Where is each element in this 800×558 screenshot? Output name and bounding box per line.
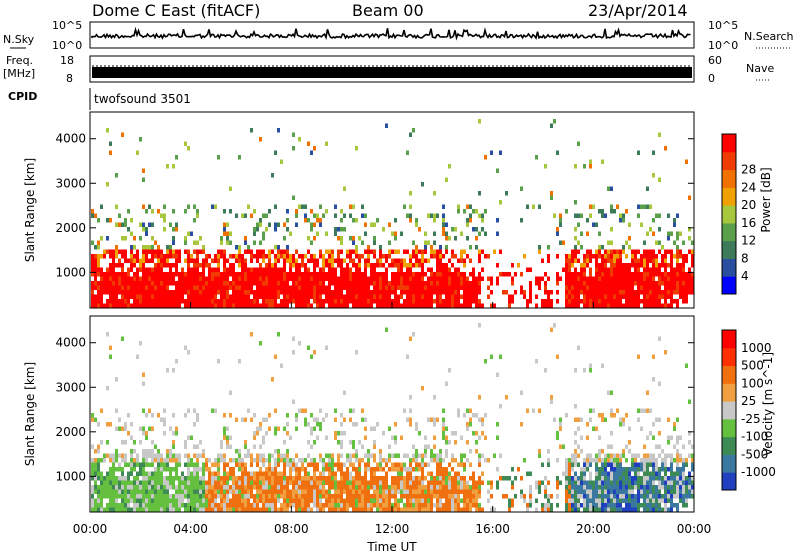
nave-tick-bottom: 0 [708, 72, 715, 85]
velocity-colorbar-tick-4: -25 [741, 412, 761, 426]
power-colorbar-swatch-4 [722, 205, 736, 224]
velocity-ytick-3: 4000 [55, 336, 86, 350]
velocity-colorbar-swatch-5 [722, 383, 736, 402]
power-colorbar: 4 8 12 16 20 24 28 [721, 133, 756, 295]
power-colorbar-tick-5: 24 [741, 180, 756, 194]
power-colorbar-swatch-0 [722, 276, 736, 295]
power-colorbar-tick-1: 8 [741, 251, 749, 265]
nsky-tick-bottom: 10^0 [52, 39, 82, 52]
velocity-colorbar-tick-2: 100 [741, 376, 764, 390]
velocity-colorbar-swatch-3 [722, 418, 736, 438]
velocity-ytick-2: 3000 [55, 380, 86, 394]
x-tick-6: 00:00 [677, 522, 712, 536]
x-tick-1: 04:00 [173, 522, 208, 536]
x-tick-3: 12:00 [375, 522, 410, 536]
power-colorbar-swatch-8 [722, 134, 736, 153]
velocity-colorbar-swatch-4 [722, 401, 736, 420]
power-colorbar-tick-6: 28 [741, 163, 756, 177]
velocity-colorbar-tick-3: 25 [741, 394, 756, 408]
beam-label: Beam 00 [352, 1, 424, 20]
velocity-colorbar-tick-5: -100 [741, 430, 768, 444]
freq-unit: [MHz] [3, 67, 35, 80]
nsearch-label: N.Search [744, 30, 794, 43]
velocity-colorbar-tick-0: 1000 [741, 341, 772, 355]
velocity-colorbar-swatch-6 [722, 365, 736, 384]
velocity-colorbar-swatch-0 [722, 472, 736, 491]
chart-title: Dome C East (fitACF) [92, 1, 260, 20]
cpid-label: CPID [8, 90, 37, 103]
freq-label: Freq. [6, 54, 33, 67]
velocity-ytick-1: 2000 [55, 425, 86, 439]
velocity-colorbar-swatch-1 [722, 454, 736, 473]
power-ytick-1: 2000 [55, 221, 86, 235]
power-ytick-2: 3000 [55, 176, 86, 190]
x-tick-4: 16:00 [475, 522, 510, 536]
velocity-colorbar-tick-7: -1000 [741, 465, 776, 479]
x-tick-2: 08:00 [274, 522, 309, 536]
velocity-colorbar-swatch-7 [722, 347, 736, 367]
nsky-trace [91, 26, 691, 41]
freq-tick-top: 18 [60, 54, 74, 67]
freq-panel: Freq. [MHz] 18 8 60 0 Nave [3, 54, 774, 85]
power-colorbar-swatch-7 [722, 151, 736, 171]
date-label: 23/Apr/2014 [588, 1, 688, 20]
power-heatmap [91, 119, 694, 308]
velocity-colorbar-tick-1: 500 [741, 359, 764, 373]
velocity-ytick-0: 1000 [55, 469, 86, 483]
nave-label: Nave [746, 62, 774, 75]
power-colorbar-tick-0: 4 [741, 269, 749, 283]
cpid-panel: CPID twofsound 3501 [8, 88, 191, 110]
x-axis-label: Time UT [366, 540, 417, 554]
power-panel: 1000 2000 3000 4000 Slant Range [km] 4 8 12 16… [23, 111, 773, 309]
power-colorbar-label: Power [dB] [759, 167, 773, 232]
velocity-ylabel: Slant Range [km] [23, 362, 37, 466]
x-tick-5: 20:00 [576, 522, 611, 536]
power-colorbar-tick-2: 12 [741, 234, 756, 248]
velocity-heatmap [91, 323, 694, 512]
velocity-colorbar-tick-6: -500 [741, 447, 768, 461]
nsky-tick-top: 10^5 [52, 19, 82, 32]
velocity-colorbar-swatch-8 [722, 330, 736, 349]
x-tick-0: 00:00 [73, 522, 108, 536]
power-colorbar-tick-4: 20 [741, 198, 756, 212]
velocity-colorbar-swatch-2 [722, 436, 736, 455]
power-colorbar-swatch-3 [722, 222, 736, 242]
nsearch-tick-top: 10^5 [708, 19, 738, 32]
power-ylabel: Slant Range [km] [23, 158, 37, 262]
velocity-colorbar: 1000 500 100 25 -25 -100 -500 -1000 [721, 329, 776, 491]
power-ytick-0: 1000 [55, 265, 86, 279]
power-colorbar-swatch-2 [722, 240, 736, 259]
cpid-text: twofsound 3501 [94, 92, 191, 106]
power-colorbar-swatch-1 [722, 258, 736, 277]
power-colorbar-tick-3: 16 [741, 216, 756, 230]
velocity-panel: 1000 2000 3000 4000 Slant Range [km] 1000 50… [23, 302, 776, 554]
power-colorbar-swatch-6 [722, 169, 736, 188]
nsky-label: N.Sky [3, 33, 35, 46]
power-ytick-3: 4000 [55, 132, 86, 146]
nave-tick-top: 60 [708, 54, 722, 67]
nsearch-tick-bottom: 10^0 [708, 39, 738, 52]
velocity-colorbar-label: Velocity [m s^-1] [761, 352, 775, 456]
power-colorbar-swatch-5 [722, 187, 736, 206]
freq-tick-bottom: 8 [66, 72, 73, 85]
nsky-panel: N.Sky 10^5 10^0 10^5 10^0 N.Search [3, 19, 794, 52]
freq-trace [92, 67, 692, 78]
